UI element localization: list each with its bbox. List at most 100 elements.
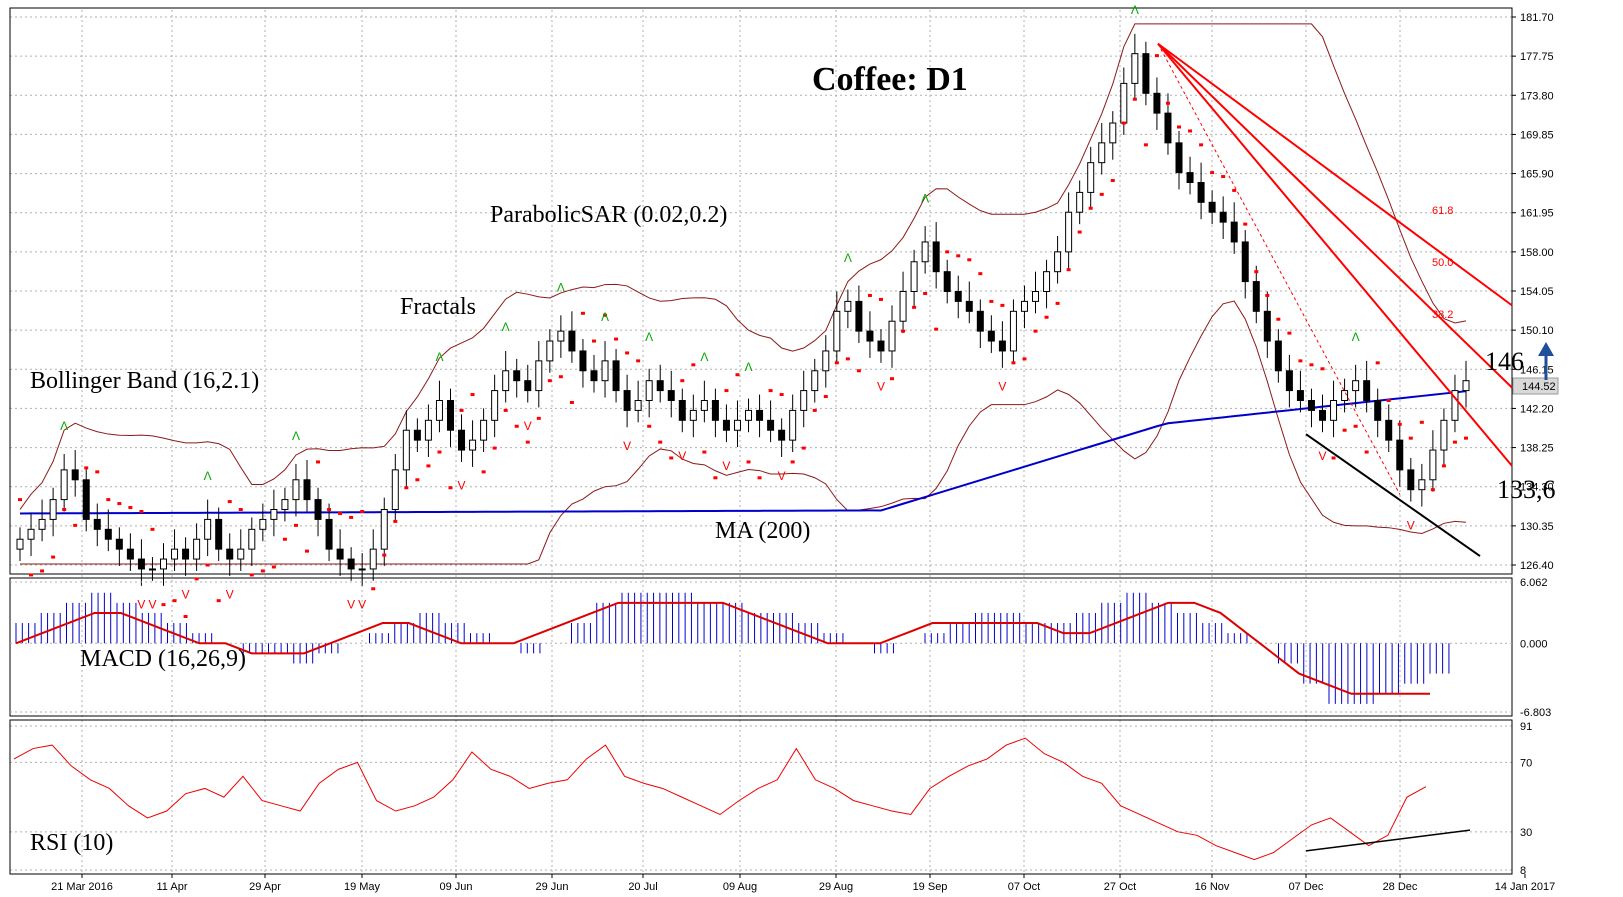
sar-dot — [768, 389, 773, 393]
price-tick-label: 154.05 — [1520, 286, 1554, 298]
fractal-up-marker: Λ — [557, 280, 565, 294]
candle-body — [171, 548, 179, 560]
candle-body — [1186, 172, 1194, 183]
fractal-down-marker: V — [226, 588, 234, 602]
time-tick-label: 27 Oct — [1104, 881, 1136, 893]
sar-dot — [580, 311, 585, 315]
candle-body — [579, 350, 587, 372]
price-tick-label: 146.15 — [1520, 364, 1554, 376]
candle-body — [1065, 211, 1073, 253]
candle-body — [126, 548, 134, 560]
sar-dot — [558, 375, 563, 379]
sar-dot — [1464, 436, 1468, 440]
fractal-up-marker: Λ — [601, 310, 609, 324]
current-price-label: 144.52 — [1522, 381, 1556, 393]
sar-dot — [1088, 206, 1093, 210]
rsi-grid — [10, 725, 1512, 871]
candle-body — [137, 558, 145, 570]
candle-body — [1109, 122, 1117, 144]
sar-dot — [569, 400, 574, 404]
macd-tick-label: 6.062 — [1520, 577, 1548, 589]
candle-body — [888, 320, 896, 352]
sar-dot — [448, 486, 453, 490]
sar-dot — [1452, 440, 1457, 444]
sar-dot — [525, 440, 530, 444]
sar-dot — [1199, 143, 1204, 147]
fractal-up-marker: Λ — [921, 191, 929, 205]
candle-body — [833, 310, 841, 352]
candle-body — [435, 400, 443, 421]
fractal-down-marker: V — [182, 588, 190, 602]
candle-body — [667, 390, 675, 402]
sar-dot — [1287, 331, 1292, 335]
sar-dot — [945, 250, 950, 254]
sar-dot — [327, 508, 332, 512]
fib-baseline — [1157, 43, 1401, 495]
sar-dot — [1309, 363, 1314, 367]
sar-dot — [1000, 303, 1005, 307]
candle-body — [1330, 400, 1338, 421]
sar-dot — [724, 389, 729, 393]
candle-body — [767, 419, 775, 431]
candle-body — [601, 360, 609, 382]
candle-body — [745, 409, 753, 421]
sar-dot — [1121, 121, 1126, 125]
candle-body — [1341, 390, 1349, 402]
candle-body — [1009, 310, 1017, 352]
price-tick-label: 134.30 — [1520, 482, 1554, 494]
sar-dot — [867, 293, 872, 297]
sar-dot — [1055, 301, 1060, 305]
fractal-down-marker: V — [623, 439, 631, 453]
bollinger-label: Bollinger Band (16,2.1) — [30, 368, 259, 394]
fan-line-618 — [1157, 42, 1513, 307]
candle-body — [965, 300, 973, 312]
sar-dot — [1177, 125, 1182, 129]
parabolic-sar — [18, 54, 1468, 619]
fractal-down-marker: V — [1318, 449, 1326, 463]
candle-body — [336, 548, 344, 560]
candle-body — [524, 380, 532, 392]
macd-indicator — [10, 581, 1512, 713]
candle-body — [943, 271, 951, 292]
candle-body — [1020, 300, 1028, 312]
sar-dot — [1419, 420, 1424, 424]
sar-dot — [779, 393, 784, 397]
candle-body — [226, 548, 234, 560]
candle-body — [789, 409, 797, 441]
fan-line-382 — [1157, 43, 1513, 467]
time-axis: 21 Mar 2016 11 Apr 29 Apr 19 May 09 Jun 29 Ju… — [51, 874, 1555, 893]
candle-body — [469, 439, 477, 451]
price-tick-label: 177.75 — [1520, 51, 1554, 63]
price-tick-label: 173.80 — [1520, 90, 1554, 102]
candle-body — [270, 509, 278, 520]
sar-dot — [1408, 436, 1413, 440]
candle-body — [1352, 380, 1360, 392]
sar-dot — [934, 327, 939, 331]
candle-body — [866, 330, 874, 342]
candle-body — [458, 429, 466, 451]
sar-dot — [1375, 361, 1380, 365]
sar-dot — [205, 563, 210, 567]
candle-body — [60, 469, 68, 501]
candle-body — [634, 400, 642, 411]
candle-body — [115, 538, 123, 550]
sar-dot — [658, 440, 663, 444]
sar-dot — [349, 515, 354, 519]
candle-body — [921, 241, 929, 263]
macd-label: MACD (16,26,9) — [80, 646, 246, 672]
fractal-down-marker: V — [722, 459, 730, 473]
candle-body — [1418, 479, 1426, 491]
candle-body — [259, 518, 267, 530]
sar-dot — [238, 508, 243, 512]
sar-dot — [956, 254, 961, 258]
rsi-trendline — [1305, 829, 1471, 852]
sar-dot — [51, 555, 56, 559]
sar-dot — [1044, 315, 1049, 319]
candle-body — [281, 499, 289, 511]
sar-dot — [1033, 329, 1038, 333]
candle-body — [535, 360, 543, 392]
sar-dot — [757, 476, 762, 480]
sar-dot — [216, 599, 221, 603]
price-candles — [16, 33, 1470, 586]
candle-body — [413, 429, 421, 441]
